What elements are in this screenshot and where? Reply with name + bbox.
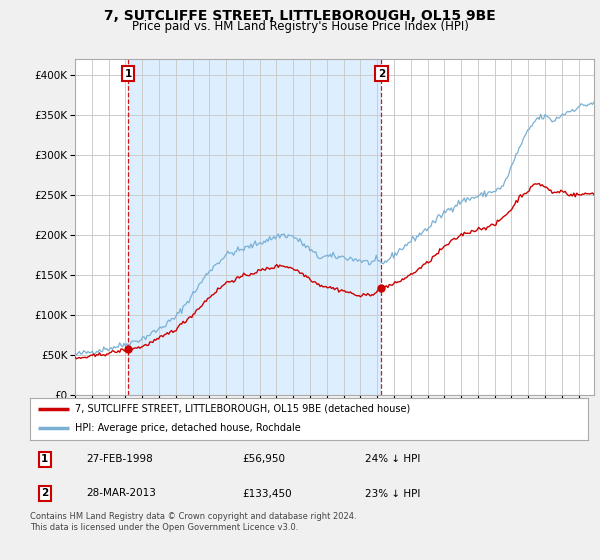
Text: 24% ↓ HPI: 24% ↓ HPI	[365, 454, 420, 464]
Text: Contains HM Land Registry data © Crown copyright and database right 2024.
This d: Contains HM Land Registry data © Crown c…	[30, 512, 356, 532]
Text: 2: 2	[41, 488, 49, 498]
Text: 1: 1	[41, 454, 49, 464]
Text: Price paid vs. HM Land Registry's House Price Index (HPI): Price paid vs. HM Land Registry's House …	[131, 20, 469, 33]
Text: 7, SUTCLIFFE STREET, LITTLEBOROUGH, OL15 9BE (detached house): 7, SUTCLIFFE STREET, LITTLEBOROUGH, OL15…	[74, 404, 410, 414]
Text: 2: 2	[378, 69, 385, 79]
Bar	[128, 59, 382, 395]
Text: 7, SUTCLIFFE STREET, LITTLEBOROUGH, OL15 9BE: 7, SUTCLIFFE STREET, LITTLEBOROUGH, OL15…	[104, 9, 496, 23]
Text: 23% ↓ HPI: 23% ↓ HPI	[365, 488, 420, 498]
Text: HPI: Average price, detached house, Rochdale: HPI: Average price, detached house, Roch…	[74, 423, 301, 433]
Text: 1: 1	[125, 69, 132, 79]
Text: £56,950: £56,950	[242, 454, 285, 464]
Text: £133,450: £133,450	[242, 488, 292, 498]
Text: 28-MAR-2013: 28-MAR-2013	[86, 488, 155, 498]
Text: 27-FEB-1998: 27-FEB-1998	[86, 454, 152, 464]
